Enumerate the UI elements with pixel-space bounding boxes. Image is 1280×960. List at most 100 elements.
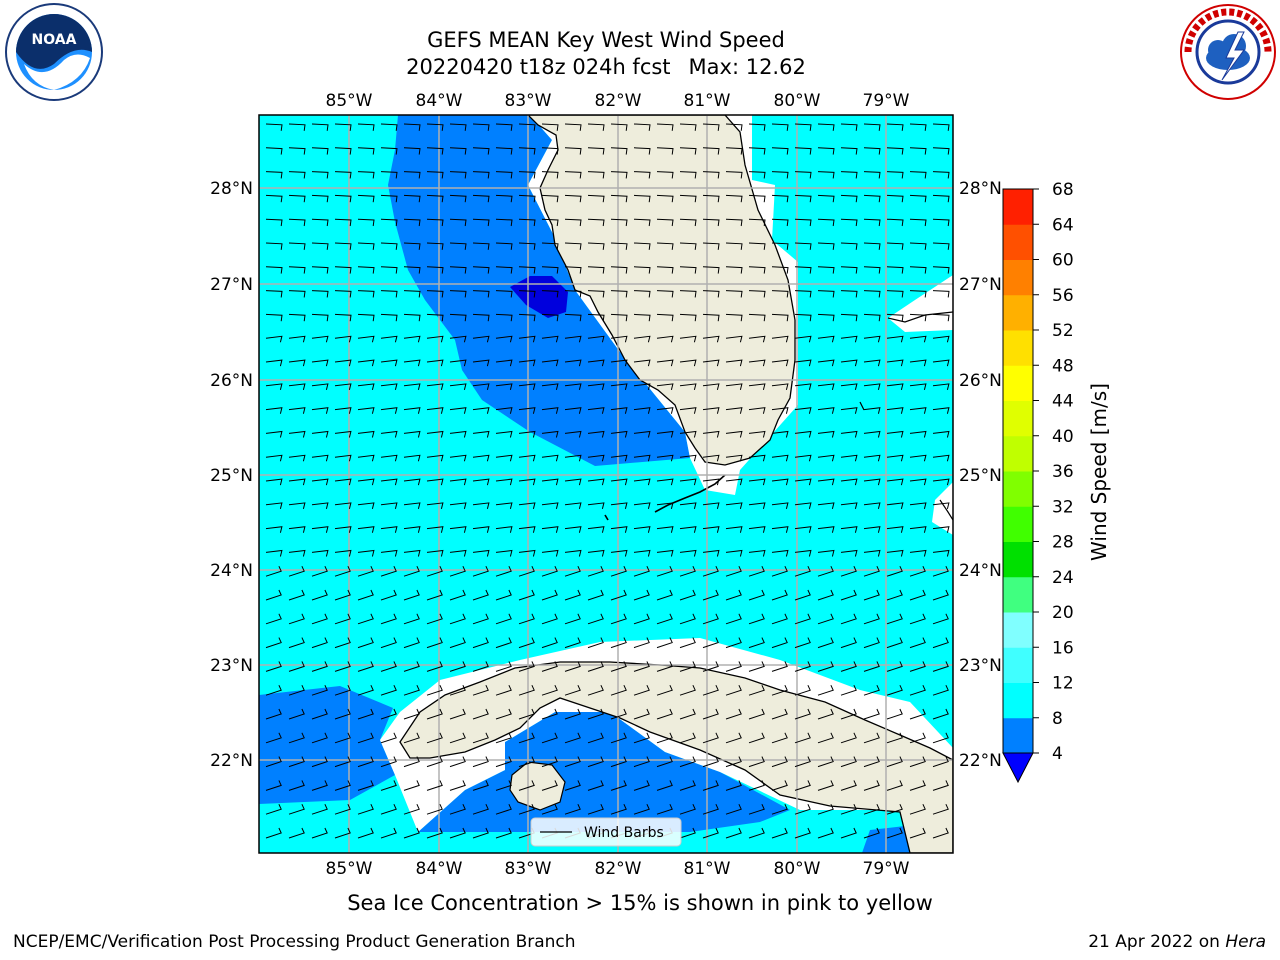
colorbar-cell — [1003, 647, 1033, 683]
lat-labels-right: 28°N 27°N 26°N 25°N 24°N 23°N 22°N — [959, 179, 1002, 771]
footer-host: Hera — [1225, 932, 1266, 952]
colorbar-level-label: 64 — [1052, 215, 1074, 235]
land-cuba — [399, 661, 953, 853]
colorbar-cell — [1003, 506, 1033, 542]
wind-contour-8-12-south — [418, 712, 790, 832]
colorbar-cell — [1003, 612, 1033, 648]
colorbar-extend-arrow — [1002, 752, 1034, 784]
lat-label: 25°N — [959, 466, 1002, 486]
lon-label: 82°W — [595, 859, 642, 879]
lat-label: 24°N — [959, 561, 1002, 581]
lat-label: 27°N — [210, 275, 253, 295]
lon-labels-top: 85°W 84°W 83°W 82°W 81°W 80°W 79°W — [326, 91, 910, 111]
colorbar-cell — [1003, 330, 1033, 366]
colorbar-cell — [1003, 189, 1033, 225]
lon-label: 84°W — [416, 859, 463, 879]
coastline-keys — [604, 474, 726, 521]
lat-label: 24°N — [210, 561, 253, 581]
lat-label: 25°N — [210, 466, 253, 486]
colorbar-level-label: 68 — [1052, 180, 1074, 200]
legend-box — [530, 817, 682, 847]
colorbar-level-label: 36 — [1052, 462, 1074, 482]
chart-subtitle: 20220420 t18z 024h fcst Max: 12.62 — [256, 54, 956, 80]
lon-labels-bottom: 85°W 84°W 83°W 82°W 81°W 80°W 79°W — [326, 859, 910, 879]
footer-date: 21 Apr 2022 on Hera — [1088, 932, 1266, 952]
gridlines — [259, 115, 953, 853]
lon-label: 80°W — [774, 859, 821, 879]
lon-label: 83°W — [505, 859, 552, 879]
colorbar-level-label: 24 — [1052, 568, 1074, 588]
lon-label: 79°W — [863, 91, 910, 111]
colorbar-cell — [1003, 294, 1033, 331]
lat-label: 23°N — [210, 656, 253, 676]
colorbar-cell — [1003, 682, 1033, 719]
noaa-logo-icon: NOAA — [4, 2, 104, 102]
colorbar-level-label: 12 — [1052, 674, 1074, 694]
lat-label: 26°N — [210, 371, 253, 391]
colorbar-cell — [1003, 224, 1033, 260]
wind-barbs — [265, 123, 950, 839]
lon-label: 85°W — [326, 859, 373, 879]
colorbar-cell — [1003, 435, 1033, 472]
colorbar-title: Wind Speed [m/s] — [1087, 383, 1111, 561]
colorbar-cells — [1003, 189, 1033, 754]
land-florida — [527, 115, 796, 466]
colorbar-cell — [1003, 400, 1033, 437]
colorbar-cell — [1003, 471, 1033, 507]
colorbar-level-label: 4 — [1052, 744, 1063, 764]
lon-label: 83°W — [505, 91, 552, 111]
map-legend: Wind Barbs — [530, 817, 682, 847]
chart-title: GEFS MEAN Key West Wind Speed — [427, 28, 785, 52]
map-frame — [258, 114, 954, 854]
wind-contour-4-8-gulf — [510, 276, 568, 318]
lon-label: 79°W — [863, 859, 910, 879]
colorbar-level-label: 8 — [1052, 709, 1063, 729]
footer-branch: NCEP/EMC/Verification Post Processing Pr… — [13, 932, 576, 952]
lat-label: 27°N — [959, 275, 1002, 295]
forecast-run: 20220420 t18z 024h fcst — [406, 55, 671, 79]
sea-ice-caption: Sea Ice Concentration > 15% is shown in … — [347, 891, 933, 915]
colorbar-level-label: 60 — [1052, 251, 1074, 271]
lat-label: 26°N — [959, 371, 1002, 391]
lat-label: 23°N — [959, 656, 1002, 676]
lat-label: 28°N — [959, 179, 1002, 199]
lon-label: 80°W — [774, 91, 821, 111]
colorbar-level-label: 48 — [1052, 356, 1074, 376]
svg-text:NOAA: NOAA — [32, 32, 77, 48]
map-plot-area — [259, 115, 953, 853]
colorbar-cell — [1003, 576, 1033, 613]
nws-logo-icon — [1178, 2, 1278, 102]
colorbar-level-label: 32 — [1052, 497, 1074, 517]
land-isla-de-la-juventud — [509, 761, 566, 811]
colorbar-level-label: 28 — [1052, 533, 1074, 553]
colorbar-cell — [1003, 259, 1033, 296]
colorbar-cell — [1003, 717, 1033, 754]
colorbar-level-label: 16 — [1052, 638, 1074, 658]
max-value: Max: 12.62 — [688, 55, 806, 79]
colorbar-cell — [1003, 541, 1033, 578]
lat-labels-left: 28°N 27°N 26°N 25°N 24°N 23°N 22°N — [210, 179, 253, 771]
lon-label: 84°W — [416, 91, 463, 111]
lon-label: 81°W — [684, 91, 731, 111]
lat-label: 22°N — [959, 751, 1002, 771]
lat-label: 22°N — [210, 751, 253, 771]
lon-label: 85°W — [326, 91, 373, 111]
white-gap-bahamas — [888, 275, 953, 332]
colorbar-cell — [1003, 365, 1033, 401]
wind-barb-field — [265, 123, 950, 839]
colorbar-level-label: 52 — [1052, 321, 1074, 341]
colorbar-level-label: 56 — [1052, 286, 1074, 306]
wind-contour-8-12-west — [259, 686, 395, 804]
colorbar-level-label: 40 — [1052, 427, 1074, 447]
lat-label: 28°N — [210, 179, 253, 199]
lon-label: 82°W — [595, 91, 642, 111]
lon-label: 81°W — [684, 859, 731, 879]
colorbar-level-label: 44 — [1052, 392, 1074, 412]
footer-date-text: 21 Apr 2022 on — [1088, 932, 1226, 952]
legend-label: Wind Barbs — [584, 825, 664, 841]
white-gap-andros — [932, 482, 953, 535]
colorbar-level-label: 20 — [1052, 603, 1074, 623]
